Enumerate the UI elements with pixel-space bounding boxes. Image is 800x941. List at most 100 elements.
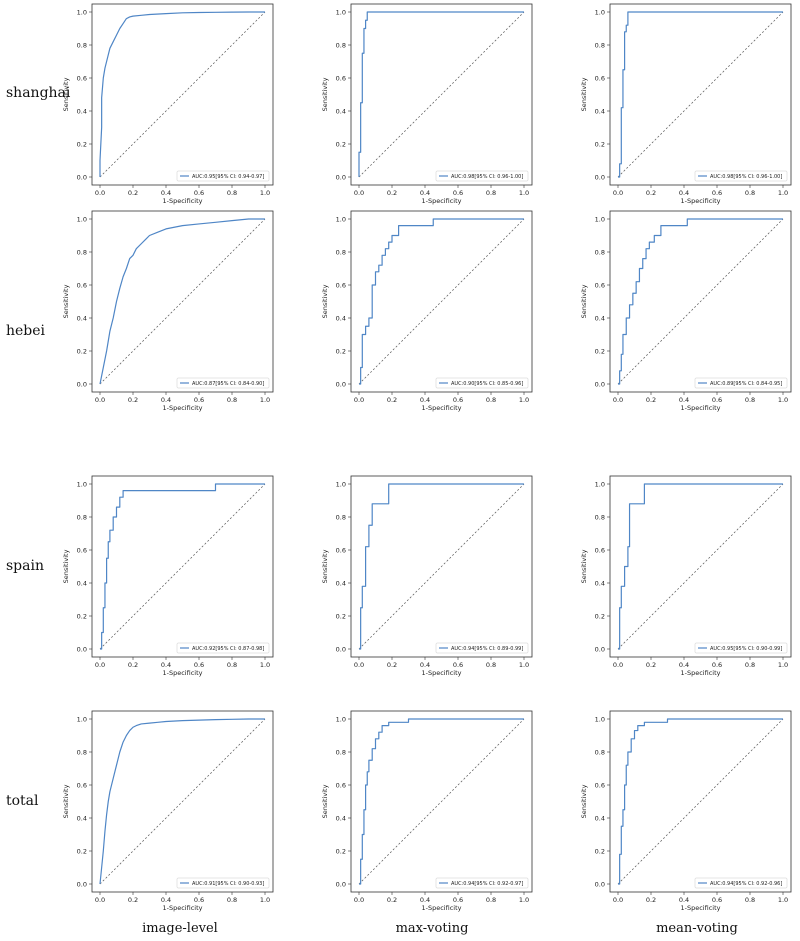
chart-hebei-max-voting-x-axis-label: 1-Specificity (422, 404, 462, 412)
chart-total-mean-voting-y-tick-label: 0.2 (595, 847, 605, 855)
chart-spain-image-level-legend: AUC:0.92[95% CI: 0.87-0.98] (176, 642, 270, 654)
chart-panels: 0.0 0.2 0.4 0.6 0.8 1.0 0.0 0.2 0.4 0.6 0.8 1.0 1-Sp… (62, 3, 792, 912)
chart-spain-image-level-x-axis-label: 1-Specificity (163, 669, 203, 677)
chart-shanghai-mean-voting-y-tick-label: 0.8 (595, 41, 605, 49)
chart-spain-image-level-roc-curve (100, 483, 265, 650)
chart-spain-max-voting-y-tick-label: 0.2 (336, 612, 346, 620)
chart-total-max-voting-x-axis-label: 1-Specificity (422, 904, 462, 912)
chart-hebei-image-level-legend-label: AUC:0.87[95% CI: 0.84-0.90] (192, 381, 264, 387)
chart-spain-image-level-y-tick-label: 0.6 (77, 546, 87, 554)
chart-hebei-image-level-x-tick-label: 0.4 (161, 396, 171, 404)
chart-spain-max-voting: 0.0 0.2 0.4 0.6 0.8 1.0 0.0 0.2 0.4 0.6 0.8 1.0 1-Sp… (321, 475, 533, 677)
chart-total-image-level-y-tick-label: 0.4 (77, 814, 87, 822)
chart-spain-max-voting-legend-box (435, 642, 529, 654)
chart-shanghai-mean-voting-y-tick-label: 1.0 (595, 8, 605, 16)
chart-shanghai-image-level: 0.0 0.2 0.4 0.6 0.8 1.0 0.0 0.2 0.4 0.6 0.8 1.0 1-Sp… (62, 3, 274, 205)
chart-total-mean-voting-y-tick-label: 0.6 (595, 781, 605, 789)
chart-spain-mean-voting-x-tick-label: 0.0 (613, 661, 623, 669)
chart-hebei-max-voting-x-tick-label: 0.2 (387, 396, 397, 404)
column-labels: image-level max-voting mean-voting (142, 921, 738, 936)
chart-spain-image-level-x-tick-label: 0.8 (227, 661, 237, 669)
chart-spain-mean-voting-y-axis-label: Sensitivity (580, 549, 588, 583)
chart-hebei-max-voting-legend-box (435, 377, 529, 389)
chart-hebei-max-voting: 0.0 0.2 0.4 0.6 0.8 1.0 0.0 0.2 0.4 0.6 0.8 1.0 1-Sp… (321, 210, 533, 412)
chart-hebei-mean-voting-y-tick-label: 0.8 (595, 248, 605, 256)
chart-hebei-max-voting-y-tick-label: 0.8 (336, 248, 346, 256)
chart-shanghai-image-level-y-tick-label: 0.4 (77, 107, 87, 115)
chart-shanghai-image-level-legend-box (176, 170, 270, 182)
chart-shanghai-max-voting-roc-curve (358, 11, 524, 177)
chart-total-mean-voting-x-tick-label: 0.8 (745, 896, 755, 904)
chart-total-max-voting-x-tick-label: 0.6 (453, 896, 463, 904)
row-label-hebei: hebei (6, 323, 46, 339)
chart-hebei-mean-voting-x-tick-label: 0.4 (679, 396, 689, 404)
chart-spain-max-voting-x-tick-label: 0.0 (354, 661, 364, 669)
chart-spain-image-level-y-tick-label: 0.8 (77, 513, 87, 521)
chart-hebei-max-voting-y-tick-label: 0.6 (336, 281, 346, 289)
chart-shanghai-mean-voting-y-tick-label: 0.4 (595, 107, 605, 115)
chart-shanghai-max-voting-y-tick-label: 0.2 (336, 140, 346, 148)
chart-total-image-level-y-tick-label: 0.6 (77, 781, 87, 789)
chart-shanghai-image-level-legend-label: AUC:0.95[95% CI: 0.94-0.97] (192, 174, 264, 180)
chart-shanghai-mean-voting-y-tick-label: 0.2 (595, 140, 605, 148)
chart-shanghai-max-voting-y-tick-label: 0.8 (336, 41, 346, 49)
chart-hebei-image-level-x-tick-label: 1.0 (260, 396, 270, 404)
chart-total-max-voting-x-tick-label: 0.4 (420, 896, 430, 904)
chart-spain-mean-voting-frame (609, 475, 792, 658)
column-label-max-voting: max-voting (396, 921, 469, 936)
chart-total-mean-voting: 0.0 0.2 0.4 0.6 0.8 1.0 0.0 0.2 0.4 0.6 0.8 1.0 1-Sp… (580, 710, 792, 912)
chart-hebei-image-level-diagonal-reference (99, 218, 266, 385)
chart-shanghai-max-voting-x-axis-label: 1-Specificity (422, 197, 462, 205)
chart-total-image-level-x-tick-label: 0.6 (194, 896, 204, 904)
chart-shanghai-image-level-x-tick-label: 0.6 (194, 189, 204, 197)
chart-hebei-max-voting-legend-label: AUC:0.90[95% CI: 0.85-0.96] (451, 381, 523, 387)
chart-shanghai-image-level-diagonal-reference (99, 11, 266, 178)
chart-spain-mean-voting-x-tick-label: 0.8 (745, 661, 755, 669)
chart-spain-max-voting-diagonal-reference (358, 483, 525, 650)
chart-spain-mean-voting: 0.0 0.2 0.4 0.6 0.8 1.0 0.0 0.2 0.4 0.6 0.8 1.0 1-Sp… (580, 475, 792, 677)
chart-shanghai-image-level-x-tick-label: 0.2 (128, 189, 138, 197)
chart-spain-max-voting-legend-label: AUC:0.94[95% CI: 0.89-0.99] (451, 646, 523, 652)
chart-shanghai-max-voting-y-tick-label: 0.4 (336, 107, 346, 115)
chart-spain-max-voting-y-tick-label: 0.6 (336, 546, 346, 554)
chart-total-mean-voting-x-tick-label: 0.6 (712, 896, 722, 904)
chart-hebei-image-level-x-tick-label: 0.0 (95, 396, 105, 404)
chart-hebei-mean-voting-x-tick-label: 1.0 (778, 396, 788, 404)
chart-total-max-voting-y-tick-label: 0.4 (336, 814, 346, 822)
chart-spain-mean-voting-y-tick-label: 0.2 (595, 612, 605, 620)
column-label-mean-voting: mean-voting (656, 921, 738, 936)
chart-shanghai-mean-voting-frame (609, 3, 792, 186)
chart-spain-image-level-diagonal-reference (99, 483, 266, 650)
chart-shanghai-mean-voting-y-tick-label: 0.0 (595, 173, 605, 181)
chart-total-mean-voting-y-tick-label: 1.0 (595, 715, 605, 723)
chart-spain-max-voting-roc-curve (359, 483, 524, 650)
chart-hebei-mean-voting-roc-curve (618, 218, 783, 385)
chart-total-image-level-legend-box (176, 877, 270, 889)
chart-total-mean-voting-legend-label: AUC:0.94[95% CI: 0.92-0.96] (710, 881, 782, 887)
chart-hebei-mean-voting-legend: AUC:0.89[95% CI: 0.84-0.95] (694, 377, 788, 389)
chart-spain-image-level-x-tick-label: 0.0 (95, 661, 105, 669)
chart-hebei-image-level-y-tick-label: 1.0 (77, 215, 87, 223)
chart-total-image-level-legend-label: AUC:0.91[95% CI: 0.90-0.93] (192, 881, 264, 887)
chart-total-mean-voting-frame (609, 710, 792, 893)
chart-spain-image-level-y-tick-label: 0.0 (77, 645, 87, 653)
chart-shanghai-max-voting-x-tick-label: 0.4 (420, 189, 430, 197)
chart-spain-mean-voting-diagonal-reference (617, 483, 784, 650)
row-label-spain: spain (6, 558, 44, 574)
chart-shanghai-mean-voting-x-tick-label: 0.6 (712, 189, 722, 197)
chart-shanghai-mean-voting-x-tick-label: 1.0 (778, 189, 788, 197)
chart-spain-max-voting-y-tick-label: 0.4 (336, 579, 346, 587)
chart-total-max-voting-y-tick-label: 0.2 (336, 847, 346, 855)
chart-hebei-image-level-x-tick-label: 0.8 (227, 396, 237, 404)
chart-hebei-mean-voting-x-tick-label: 0.0 (613, 396, 623, 404)
chart-spain-mean-voting-x-tick-label: 1.0 (778, 661, 788, 669)
chart-spain-image-level-legend-label: AUC:0.92[95% CI: 0.87-0.98] (192, 646, 264, 652)
chart-hebei-mean-voting-x-tick-label: 0.6 (712, 396, 722, 404)
row-label-total: total (6, 793, 39, 809)
chart-hebei-max-voting-y-axis-label: Sensitivity (321, 284, 329, 318)
chart-hebei-mean-voting-y-tick-label: 0.6 (595, 281, 605, 289)
chart-hebei-image-level-y-axis-label: Sensitivity (62, 284, 70, 318)
chart-total-image-level-roc-curve (99, 718, 265, 885)
chart-spain-mean-voting-y-tick-label: 1.0 (595, 480, 605, 488)
chart-hebei-mean-voting-y-tick-label: 1.0 (595, 215, 605, 223)
